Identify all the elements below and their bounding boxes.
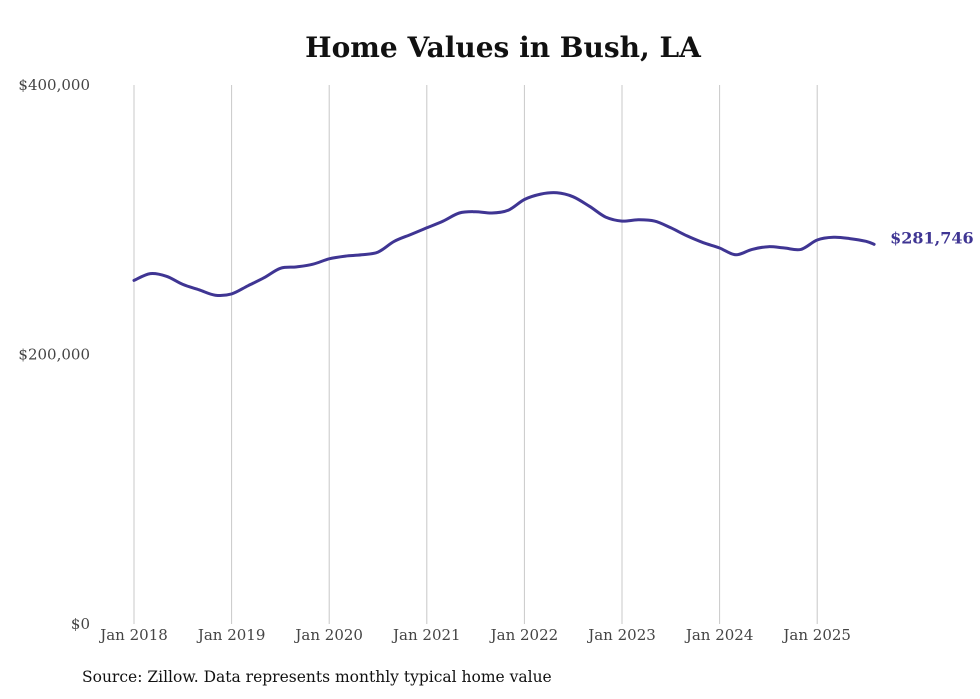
series-line — [132, 191, 876, 298]
line-chart: $400,000$200,000$0 Jan 2018 Jan 2019 Jan 2… — [18, 76, 974, 644]
y-tick-label: $200,000 — [18, 346, 90, 364]
x-tick-label: Jan 2018 — [98, 626, 168, 644]
x-tick-label: Jan 2021 — [391, 626, 461, 644]
x-tick-label: Jan 2022 — [489, 626, 559, 644]
y-axis: $400,000 $200,000 $0 — [18, 76, 90, 633]
y-tick-label: $0 — [71, 615, 90, 633]
x-tick-label: Jan 2019 — [196, 626, 266, 644]
y-tick-label: $400,000 — [18, 76, 90, 94]
x-tick-label: Jan 2020 — [293, 626, 363, 644]
gridlines — [133, 85, 818, 624]
chart-title: Home Values in Bush, LA — [305, 31, 701, 64]
x-tick-label: Jan 2023 — [586, 626, 656, 644]
x-tick-label: Jan 2025 — [781, 626, 851, 644]
end-value-label: $281,746 — [890, 228, 974, 247]
source-note: Source: Zillow. Data represents monthly … — [82, 668, 552, 686]
x-axis: Jan 2018 Jan 2019 Jan 2020 Jan 2021 Jan 2022… — [98, 626, 851, 644]
x-tick-label: Jan 2024 — [684, 626, 754, 644]
